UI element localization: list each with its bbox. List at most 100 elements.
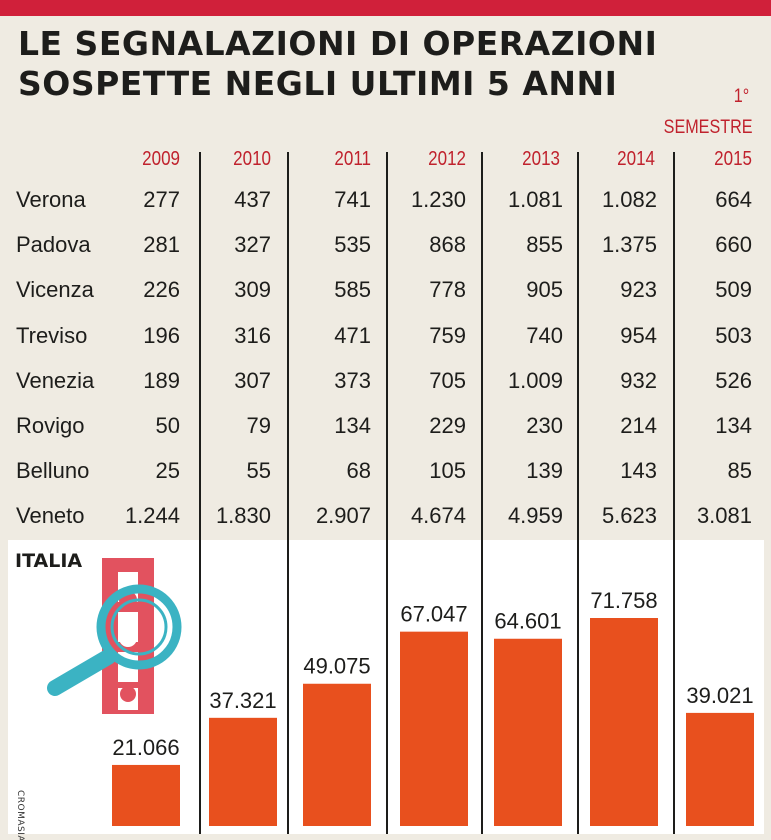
- year-header-2012: 2012: [428, 148, 466, 170]
- table-cell: 277: [143, 187, 180, 212]
- table-cell: 189: [143, 367, 180, 393]
- table-cell: 3.081: [696, 503, 752, 529]
- row-label-treviso: Treviso: [16, 322, 88, 348]
- title-line-1: LE SEGNALAZIONI DI OPERAZIONI: [18, 24, 658, 63]
- bar-value-label-2015: 39.021: [686, 683, 753, 708]
- year-header-2010: 2010: [233, 148, 271, 170]
- semester-note-line-2: SEMESTRE: [664, 117, 753, 138]
- table-cell: 509: [715, 277, 752, 303]
- table-cell: 196: [143, 322, 180, 348]
- table-cell: 143: [620, 458, 657, 484]
- table-cell: 2.907: [315, 503, 371, 529]
- table-cell: 868: [429, 232, 466, 258]
- table-cell: 50: [155, 413, 180, 438]
- table-cell: 741: [334, 187, 371, 212]
- row-label-belluno: Belluno: [16, 458, 90, 484]
- bar-value-label-2009: 21.066: [112, 735, 179, 760]
- table-cell: 307: [234, 367, 271, 393]
- table-cell: 139: [526, 458, 563, 484]
- table-cell: 1.375: [601, 232, 657, 258]
- page-title: LE SEGNALAZIONI DI OPERAZIONI SOSPETTE N…: [18, 24, 658, 104]
- table-cell: 660: [715, 232, 752, 258]
- column-divider: [673, 152, 675, 834]
- table-cell: 932: [620, 367, 657, 393]
- column-divider: [199, 152, 201, 834]
- table-cell: 954: [620, 322, 657, 348]
- column-divider: [577, 152, 579, 834]
- table-cell: 1.082: [601, 187, 657, 212]
- table-cell: 740: [526, 322, 563, 348]
- bar-2010: [209, 717, 277, 826]
- table-cell: 226: [143, 277, 180, 303]
- table-cell: 327: [234, 232, 271, 258]
- year-header-2015: 2015: [714, 148, 752, 170]
- table-cell: 855: [526, 232, 563, 258]
- bar-value-label-2010: 37.321: [209, 688, 276, 713]
- table-cell: 503: [715, 322, 752, 348]
- table-cell: 316: [234, 322, 271, 348]
- bar-value-label-2013: 64.601: [494, 609, 561, 634]
- bar-2014: [590, 618, 658, 826]
- table-cell: 134: [334, 413, 371, 438]
- table-cell: 526: [715, 367, 752, 393]
- table-cell: 585: [334, 277, 371, 303]
- table-cell: 214: [620, 413, 657, 438]
- row-label-veneto: Veneto: [16, 503, 85, 529]
- year-header-2009: 2009: [142, 148, 180, 170]
- chart-title: ITALIA: [15, 550, 83, 572]
- table-cell: 5.623: [601, 503, 657, 529]
- table-cell: 229: [429, 413, 466, 438]
- table-cell: 85: [727, 458, 752, 484]
- bar-2015: [686, 712, 754, 826]
- table-cell: 778: [429, 277, 466, 303]
- table-cell: 55: [246, 458, 271, 484]
- bar-value-label-2014: 71.758: [590, 588, 657, 613]
- table-cell: 4.959: [507, 503, 563, 529]
- table-cell: 134: [715, 413, 752, 438]
- table-cell: 1.830: [215, 503, 271, 529]
- table-cell: 25: [155, 458, 180, 484]
- row-label-padova: Padova: [16, 232, 91, 258]
- chart-bars: 21.066 37.321 49.075 67.047 64.601 71.758 39.0…: [112, 588, 754, 826]
- bar-2013: [494, 638, 562, 826]
- column-divider: [386, 152, 388, 834]
- column-divider: [287, 152, 289, 834]
- table-cell: 1.244: [124, 503, 180, 529]
- year-header-2014: 2014: [617, 148, 655, 170]
- magnifier-film-strip-icon: [47, 558, 182, 714]
- table-cell: 664: [715, 187, 752, 212]
- row-label-rovigo: Rovigo: [16, 413, 85, 438]
- table-cell: 759: [429, 322, 466, 348]
- table-cell: 535: [334, 232, 371, 258]
- semester-note-line-1: 1°: [733, 86, 749, 107]
- title-line-2: SOSPETTE NEGLI ULTIMI 5 ANNI: [18, 64, 618, 103]
- table-cell: 1.081: [507, 187, 563, 212]
- row-label-venezia: Venezia: [16, 367, 95, 393]
- table-cell: 105: [429, 458, 466, 484]
- table-cell: 68: [346, 458, 371, 484]
- table-cell: 471: [334, 322, 371, 348]
- bar-2012: [400, 631, 468, 826]
- table-cell: 905: [526, 277, 563, 303]
- table-cell: 281: [143, 232, 180, 258]
- table-cell: 705: [429, 367, 466, 393]
- table-cell: 373: [334, 367, 371, 393]
- bar-2009: [112, 764, 180, 826]
- year-header-2013: 2013: [522, 148, 560, 170]
- table-cell: 79: [246, 413, 271, 438]
- credit-text: CROMASIA: [15, 790, 25, 840]
- row-label-verona: Verona: [16, 187, 86, 212]
- table-cell: 309: [234, 277, 271, 303]
- top-accent-bar: [0, 0, 771, 16]
- year-header-2011: 2011: [334, 148, 371, 170]
- table-cell: 437: [234, 187, 271, 212]
- bar-2011: [303, 683, 371, 826]
- row-label-vicenza: Vicenza: [16, 277, 94, 303]
- table-cell: 230: [526, 413, 563, 438]
- bar-value-label-2011: 49.075: [303, 654, 370, 679]
- bar-value-label-2012: 67.047: [400, 602, 467, 627]
- table-cell: 1.230: [410, 187, 466, 212]
- column-divider: [481, 152, 483, 834]
